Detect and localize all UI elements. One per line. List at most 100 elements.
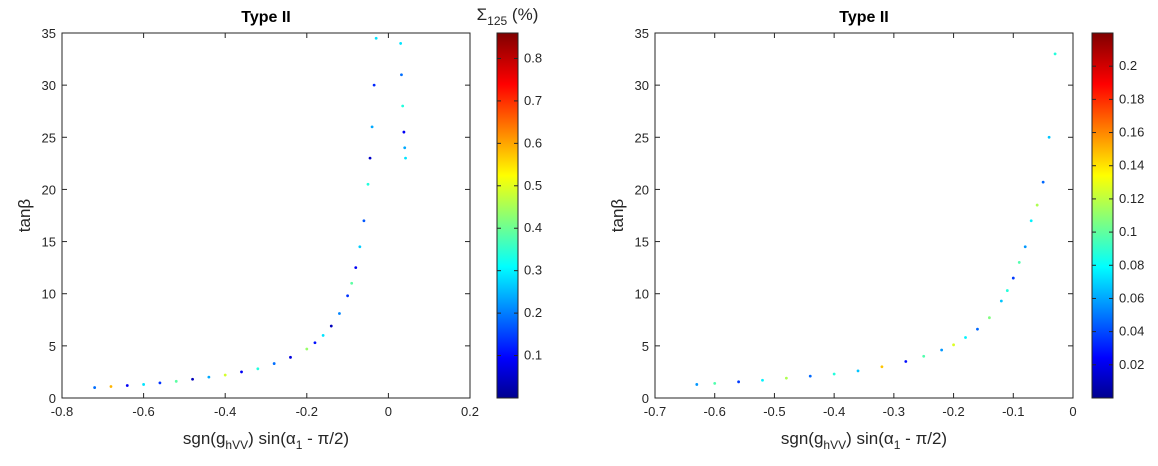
y-axis-label: tanβ bbox=[608, 199, 627, 233]
point bbox=[404, 156, 407, 160]
chart-title: Type II bbox=[839, 9, 889, 26]
y-tick-label: 15 bbox=[42, 235, 56, 250]
x-axis-label-part: ) sin(α bbox=[846, 429, 894, 448]
point bbox=[93, 386, 97, 389]
colorbar bbox=[496, 32, 519, 399]
colorbar-tick-label: 0.7 bbox=[524, 93, 542, 108]
x-tick-label: -0.4 bbox=[823, 404, 845, 419]
point bbox=[1035, 203, 1039, 207]
point bbox=[922, 354, 926, 358]
colorbar bbox=[1091, 32, 1114, 399]
colorbar-tick-label: 0.8 bbox=[524, 50, 542, 65]
x-axis-label-part: 1 bbox=[894, 438, 901, 452]
x-tick-label: -0.4 bbox=[214, 404, 236, 419]
colorbar-tick-label: 0.08 bbox=[1119, 257, 1144, 272]
point bbox=[366, 182, 370, 186]
y-tick-label: 35 bbox=[42, 26, 56, 41]
point bbox=[1041, 180, 1045, 184]
y-tick-label: 30 bbox=[635, 78, 649, 93]
x-axis-label-part: hVV bbox=[823, 438, 846, 452]
x-tick-label: -0.6 bbox=[704, 404, 726, 419]
point bbox=[988, 316, 991, 320]
y-tick-label: 10 bbox=[42, 287, 56, 302]
colorbar-tick-label: 0.12 bbox=[1119, 191, 1144, 206]
colorbar-label: Σ125 (%) bbox=[477, 5, 539, 28]
y-tick-label: 0 bbox=[49, 391, 56, 406]
colorbar-label-part: 125 bbox=[487, 14, 507, 28]
x-tick-label: -0.2 bbox=[296, 404, 318, 419]
colorbar-tick-label: 0.04 bbox=[1119, 324, 1144, 339]
y-tick-label: 35 bbox=[635, 26, 649, 41]
y-tick-label: 0 bbox=[642, 391, 649, 406]
colorbar-tick-label: 0.4 bbox=[524, 220, 542, 235]
point bbox=[338, 312, 341, 315]
point bbox=[329, 324, 333, 328]
point bbox=[1017, 261, 1021, 264]
point bbox=[1053, 52, 1057, 56]
point bbox=[1023, 245, 1027, 249]
colorbar-tick-label: 0.16 bbox=[1119, 125, 1144, 140]
colorbar-tick-label: 0.06 bbox=[1119, 290, 1144, 305]
point bbox=[399, 42, 403, 45]
point bbox=[1011, 276, 1015, 280]
point bbox=[346, 294, 349, 298]
x-tick-label: -0.3 bbox=[883, 404, 905, 419]
point bbox=[350, 281, 354, 285]
colorbar-tick-label: 0.2 bbox=[1119, 58, 1137, 73]
x-tick-label: -0.8 bbox=[51, 404, 73, 419]
point bbox=[368, 156, 372, 160]
x-tick-label: -0.7 bbox=[644, 404, 666, 419]
point bbox=[964, 336, 967, 339]
point bbox=[372, 83, 376, 87]
point bbox=[362, 219, 366, 223]
point bbox=[761, 378, 764, 382]
colorbar-label-part: (%) bbox=[507, 5, 538, 24]
y-tick-label: 30 bbox=[42, 78, 56, 93]
point bbox=[374, 36, 378, 40]
colorbar-tick-label: 0.3 bbox=[524, 263, 542, 278]
point bbox=[999, 299, 1003, 303]
point bbox=[1005, 289, 1009, 292]
point bbox=[256, 367, 260, 371]
point bbox=[174, 379, 178, 383]
point bbox=[272, 362, 276, 365]
point bbox=[401, 104, 405, 108]
point bbox=[976, 327, 979, 331]
point bbox=[313, 341, 317, 345]
point bbox=[402, 130, 406, 134]
x-axis-label-part: sgn(g bbox=[781, 429, 824, 448]
x-tick-label: 0.2 bbox=[461, 404, 479, 419]
y-tick-label: 25 bbox=[635, 130, 649, 145]
y-tick-label: 5 bbox=[49, 339, 56, 354]
x-axis-label: sgn(ghVV) sin(α1 - π/2) bbox=[183, 429, 349, 452]
colorbar-tick-label: 0.14 bbox=[1119, 158, 1144, 173]
point bbox=[1029, 219, 1033, 223]
point bbox=[223, 373, 227, 377]
point bbox=[832, 372, 836, 376]
point bbox=[737, 380, 740, 384]
x-axis-label-part: - π/2) bbox=[900, 429, 947, 448]
x-axis-label-part: ) sin(α bbox=[248, 429, 296, 448]
point bbox=[191, 377, 194, 381]
plot-area bbox=[61, 32, 471, 399]
x-axis-label-part: hVV bbox=[225, 438, 248, 452]
x-axis-label-part: - π/2) bbox=[302, 429, 349, 448]
y-tick-label: 25 bbox=[42, 130, 56, 145]
point bbox=[713, 382, 717, 385]
colorbar-tick-label: 0.2 bbox=[524, 305, 542, 320]
colorbar-tick-label: 0.02 bbox=[1119, 357, 1144, 372]
y-tick-label: 20 bbox=[635, 182, 649, 197]
point bbox=[358, 245, 362, 249]
x-tick-label: 0 bbox=[1069, 404, 1076, 419]
colorbar-tick-label: 0.1 bbox=[524, 348, 542, 363]
y-axis-label: tanβ bbox=[15, 199, 34, 233]
chart-title: Type II bbox=[241, 9, 291, 26]
x-tick-label: 0 bbox=[385, 404, 392, 419]
point bbox=[305, 347, 309, 351]
plot-area bbox=[654, 32, 1074, 399]
x-tick-label: -0.6 bbox=[132, 404, 154, 419]
point bbox=[952, 343, 955, 347]
y-tick-label: 10 bbox=[635, 287, 649, 302]
point bbox=[321, 334, 325, 337]
point bbox=[158, 381, 162, 385]
